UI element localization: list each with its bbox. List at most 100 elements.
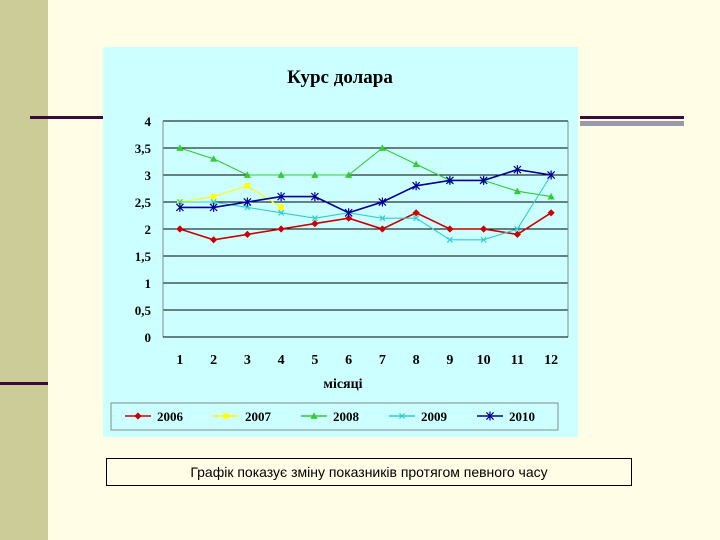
left-decorative-band <box>0 0 48 540</box>
data-point <box>175 202 184 212</box>
series-line <box>179 185 282 208</box>
data-point <box>480 236 487 243</box>
data-point <box>547 170 556 180</box>
data-point <box>277 192 286 202</box>
y-tick-label: 1 <box>145 276 152 291</box>
data-point <box>209 202 218 212</box>
legend-item: 2010 <box>477 409 535 424</box>
data-point <box>412 209 420 217</box>
data-point <box>176 198 183 206</box>
data-point <box>378 225 386 233</box>
x-axis-label: місяці <box>323 377 362 392</box>
legend: 2006 2007 2008 2009 2010 <box>110 402 559 431</box>
decorative-rule-right <box>580 116 684 119</box>
data-point <box>514 225 521 233</box>
y-tick-label: 4 <box>145 114 152 129</box>
data-point <box>244 204 251 211</box>
data-point <box>134 412 142 420</box>
x-tick-label: 6 <box>345 353 352 368</box>
x-tick-label: 5 <box>311 353 318 368</box>
x-tick-label: 9 <box>446 353 453 368</box>
y-tick-label: 3 <box>145 168 152 183</box>
data-point <box>547 193 555 200</box>
caption-text: Графік показує зміну показників протягом… <box>190 464 548 480</box>
data-point <box>210 155 218 162</box>
data-point <box>345 214 353 222</box>
data-point <box>547 209 555 217</box>
data-point <box>277 171 285 178</box>
data-point <box>345 171 353 178</box>
caption-box: Графік показує зміну показників протягом… <box>106 458 632 486</box>
data-point <box>445 175 454 185</box>
series-2006 <box>176 209 555 244</box>
series-line <box>179 174 552 241</box>
decorative-rule-left <box>30 116 160 119</box>
decorative-rule-bottom <box>0 382 48 385</box>
legend-label: 2007 <box>245 409 272 424</box>
data-point <box>413 215 420 222</box>
data-point <box>513 230 521 238</box>
data-point <box>446 225 454 233</box>
data-point <box>244 183 251 189</box>
data-point <box>243 171 251 178</box>
data-point <box>176 144 184 151</box>
data-point <box>379 215 386 222</box>
data-point <box>513 187 521 195</box>
legend-item: 2007 <box>213 409 272 424</box>
decorative-rule-right-shadow <box>580 121 684 126</box>
data-point <box>485 411 495 421</box>
legend-label: 2008 <box>333 409 360 424</box>
legend-item: 2008 <box>301 409 360 424</box>
x-tick-labels: 1 2 3 4 5 6 7 8 9 10 11 12 <box>176 353 558 368</box>
axes <box>162 121 569 338</box>
legend-label: 2010 <box>509 409 535 424</box>
x-tick-label: 7 <box>379 353 386 368</box>
data-point <box>311 215 318 222</box>
data-point <box>277 225 285 233</box>
data-point <box>378 144 386 151</box>
data-point <box>310 192 319 202</box>
data-point <box>278 204 284 211</box>
data-point <box>398 412 406 420</box>
data-point <box>210 198 217 206</box>
data-point <box>344 208 353 218</box>
data-point <box>243 230 251 238</box>
data-point <box>278 209 285 216</box>
series-lines <box>175 144 556 244</box>
x-tick-label: 12 <box>544 353 558 368</box>
data-point <box>243 197 252 207</box>
legend-label: 2006 <box>157 409 184 424</box>
series-line <box>179 147 552 198</box>
y-tick-labels: 0 0,5 1 1,5 2 2,5 3 3,5 4 <box>135 114 152 345</box>
y-tick-label: 0,5 <box>135 303 152 318</box>
legend-item: 2009 <box>389 409 448 424</box>
x-tick-label: 11 <box>511 353 524 368</box>
data-point <box>310 412 318 419</box>
legend-item: 2006 <box>125 409 184 424</box>
x-tick-label: 2 <box>210 353 217 368</box>
series-line <box>179 168 552 214</box>
data-point <box>412 181 421 191</box>
data-point <box>176 225 184 233</box>
x-tick-label: 10 <box>477 353 491 368</box>
y-tick-label: 3,5 <box>135 141 152 156</box>
data-point <box>223 413 229 419</box>
x-tick-label: 4 <box>278 353 285 368</box>
data-point <box>480 225 488 233</box>
data-point <box>210 193 217 200</box>
data-point <box>311 220 319 228</box>
y-tick-label: 2 <box>145 222 152 237</box>
chart-title: Курс долара <box>287 67 393 88</box>
series-2007 <box>177 183 284 211</box>
data-point <box>311 171 319 178</box>
y-tick-label: 1,5 <box>135 249 152 264</box>
data-point <box>446 236 453 243</box>
data-point <box>412 160 420 168</box>
y-tick-label: 2,5 <box>135 195 152 210</box>
series-2008 <box>176 144 555 200</box>
x-tick-label: 8 <box>413 353 420 368</box>
data-point <box>210 236 218 244</box>
data-point <box>378 197 387 207</box>
